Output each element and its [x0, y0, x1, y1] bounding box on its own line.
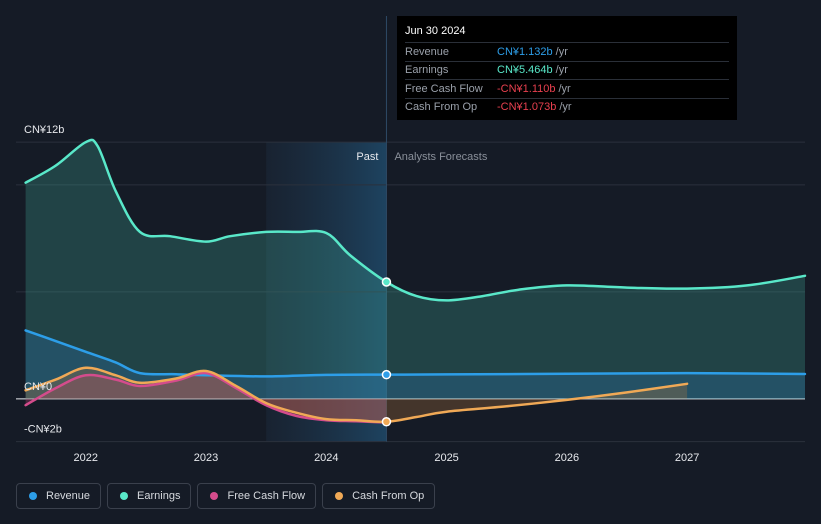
- tooltip-row-cash-from-op: Cash From Op -CN¥1.073b /yr: [405, 97, 729, 117]
- y-axis-label: CN¥12b: [24, 124, 64, 136]
- tooltip-label: Cash From Op: [405, 101, 478, 114]
- hover-tooltip: Jun 30 2024 Revenue CN¥1.132b /yr Earnin…: [397, 16, 737, 120]
- x-tick-label: 2024: [314, 452, 338, 464]
- x-tick-label: 2022: [74, 452, 98, 464]
- tooltip-value: CN¥5.464b: [497, 64, 553, 77]
- tooltip-label: Earnings: [405, 64, 449, 77]
- tooltip-row-free-cash-flow: Free Cash Flow -CN¥1.110b /yr: [405, 79, 729, 98]
- tooltip-unit: /yr: [558, 82, 571, 95]
- y-axis-label: -CN¥2b: [24, 424, 62, 436]
- marker-cash-from-op: [381, 417, 392, 427]
- tooltip-unit: /yr: [559, 101, 572, 114]
- y-axis-label: CN¥0: [24, 381, 52, 393]
- legend-dot-icon: [335, 492, 344, 500]
- tooltip-unit: /yr: [555, 45, 568, 58]
- line-revenue: [24, 329, 807, 378]
- legend-item-earnings[interactable]: Earnings: [107, 483, 192, 509]
- tooltip-row-revenue: Revenue CN¥1.132b /yr: [405, 42, 729, 61]
- tooltip-label: Free Cash Flow: [405, 82, 483, 95]
- x-tick-label: 2027: [675, 452, 699, 464]
- area-cash-from-op: [25, 367, 688, 422]
- legend-label: Revenue: [46, 490, 91, 502]
- legend-item-free-cash-flow[interactable]: Free Cash Flow: [197, 483, 317, 509]
- tooltip-date: Jun 30 2024: [405, 25, 466, 37]
- line-earnings: [24, 138, 807, 302]
- past-label: Past: [356, 151, 378, 163]
- tooltip-unit: /yr: [555, 64, 568, 77]
- x-tick-label: 2023: [194, 452, 218, 464]
- area-earnings: [25, 139, 806, 399]
- area-revenue: [25, 330, 806, 399]
- marker-earnings: [381, 277, 392, 287]
- legend-label: Earnings: [137, 490, 181, 502]
- tooltip-value: -CN¥1.110b: [497, 82, 556, 95]
- forecast-label: Analysts Forecasts: [394, 151, 487, 163]
- x-tick-label: 2026: [555, 452, 579, 464]
- line-cash-from-op: [24, 366, 689, 424]
- legend-dot-icon: [29, 492, 37, 500]
- tooltip-label: Revenue: [405, 45, 450, 58]
- x-tick-label: 2025: [434, 452, 458, 464]
- marker-revenue: [381, 369, 392, 380]
- tooltip-value: -CN¥1.073b: [497, 101, 557, 114]
- legend-dot-icon: [120, 492, 129, 500]
- legend-item-cash-from-op[interactable]: Cash From Op: [322, 483, 436, 509]
- legend-label: Free Cash Flow: [227, 490, 306, 502]
- tooltip-value: CN¥1.132b: [497, 45, 553, 58]
- legend-dot-icon: [210, 492, 219, 500]
- tooltip-row-earnings: Earnings CN¥5.464b /yr: [405, 60, 729, 80]
- legend-label: Cash From Op: [352, 490, 425, 502]
- chart-legend: Revenue Earnings Free Cash Flow Cash Fro…: [16, 483, 436, 509]
- legend-item-revenue[interactable]: Revenue: [16, 483, 102, 509]
- area-free-cash-flow: [25, 372, 387, 423]
